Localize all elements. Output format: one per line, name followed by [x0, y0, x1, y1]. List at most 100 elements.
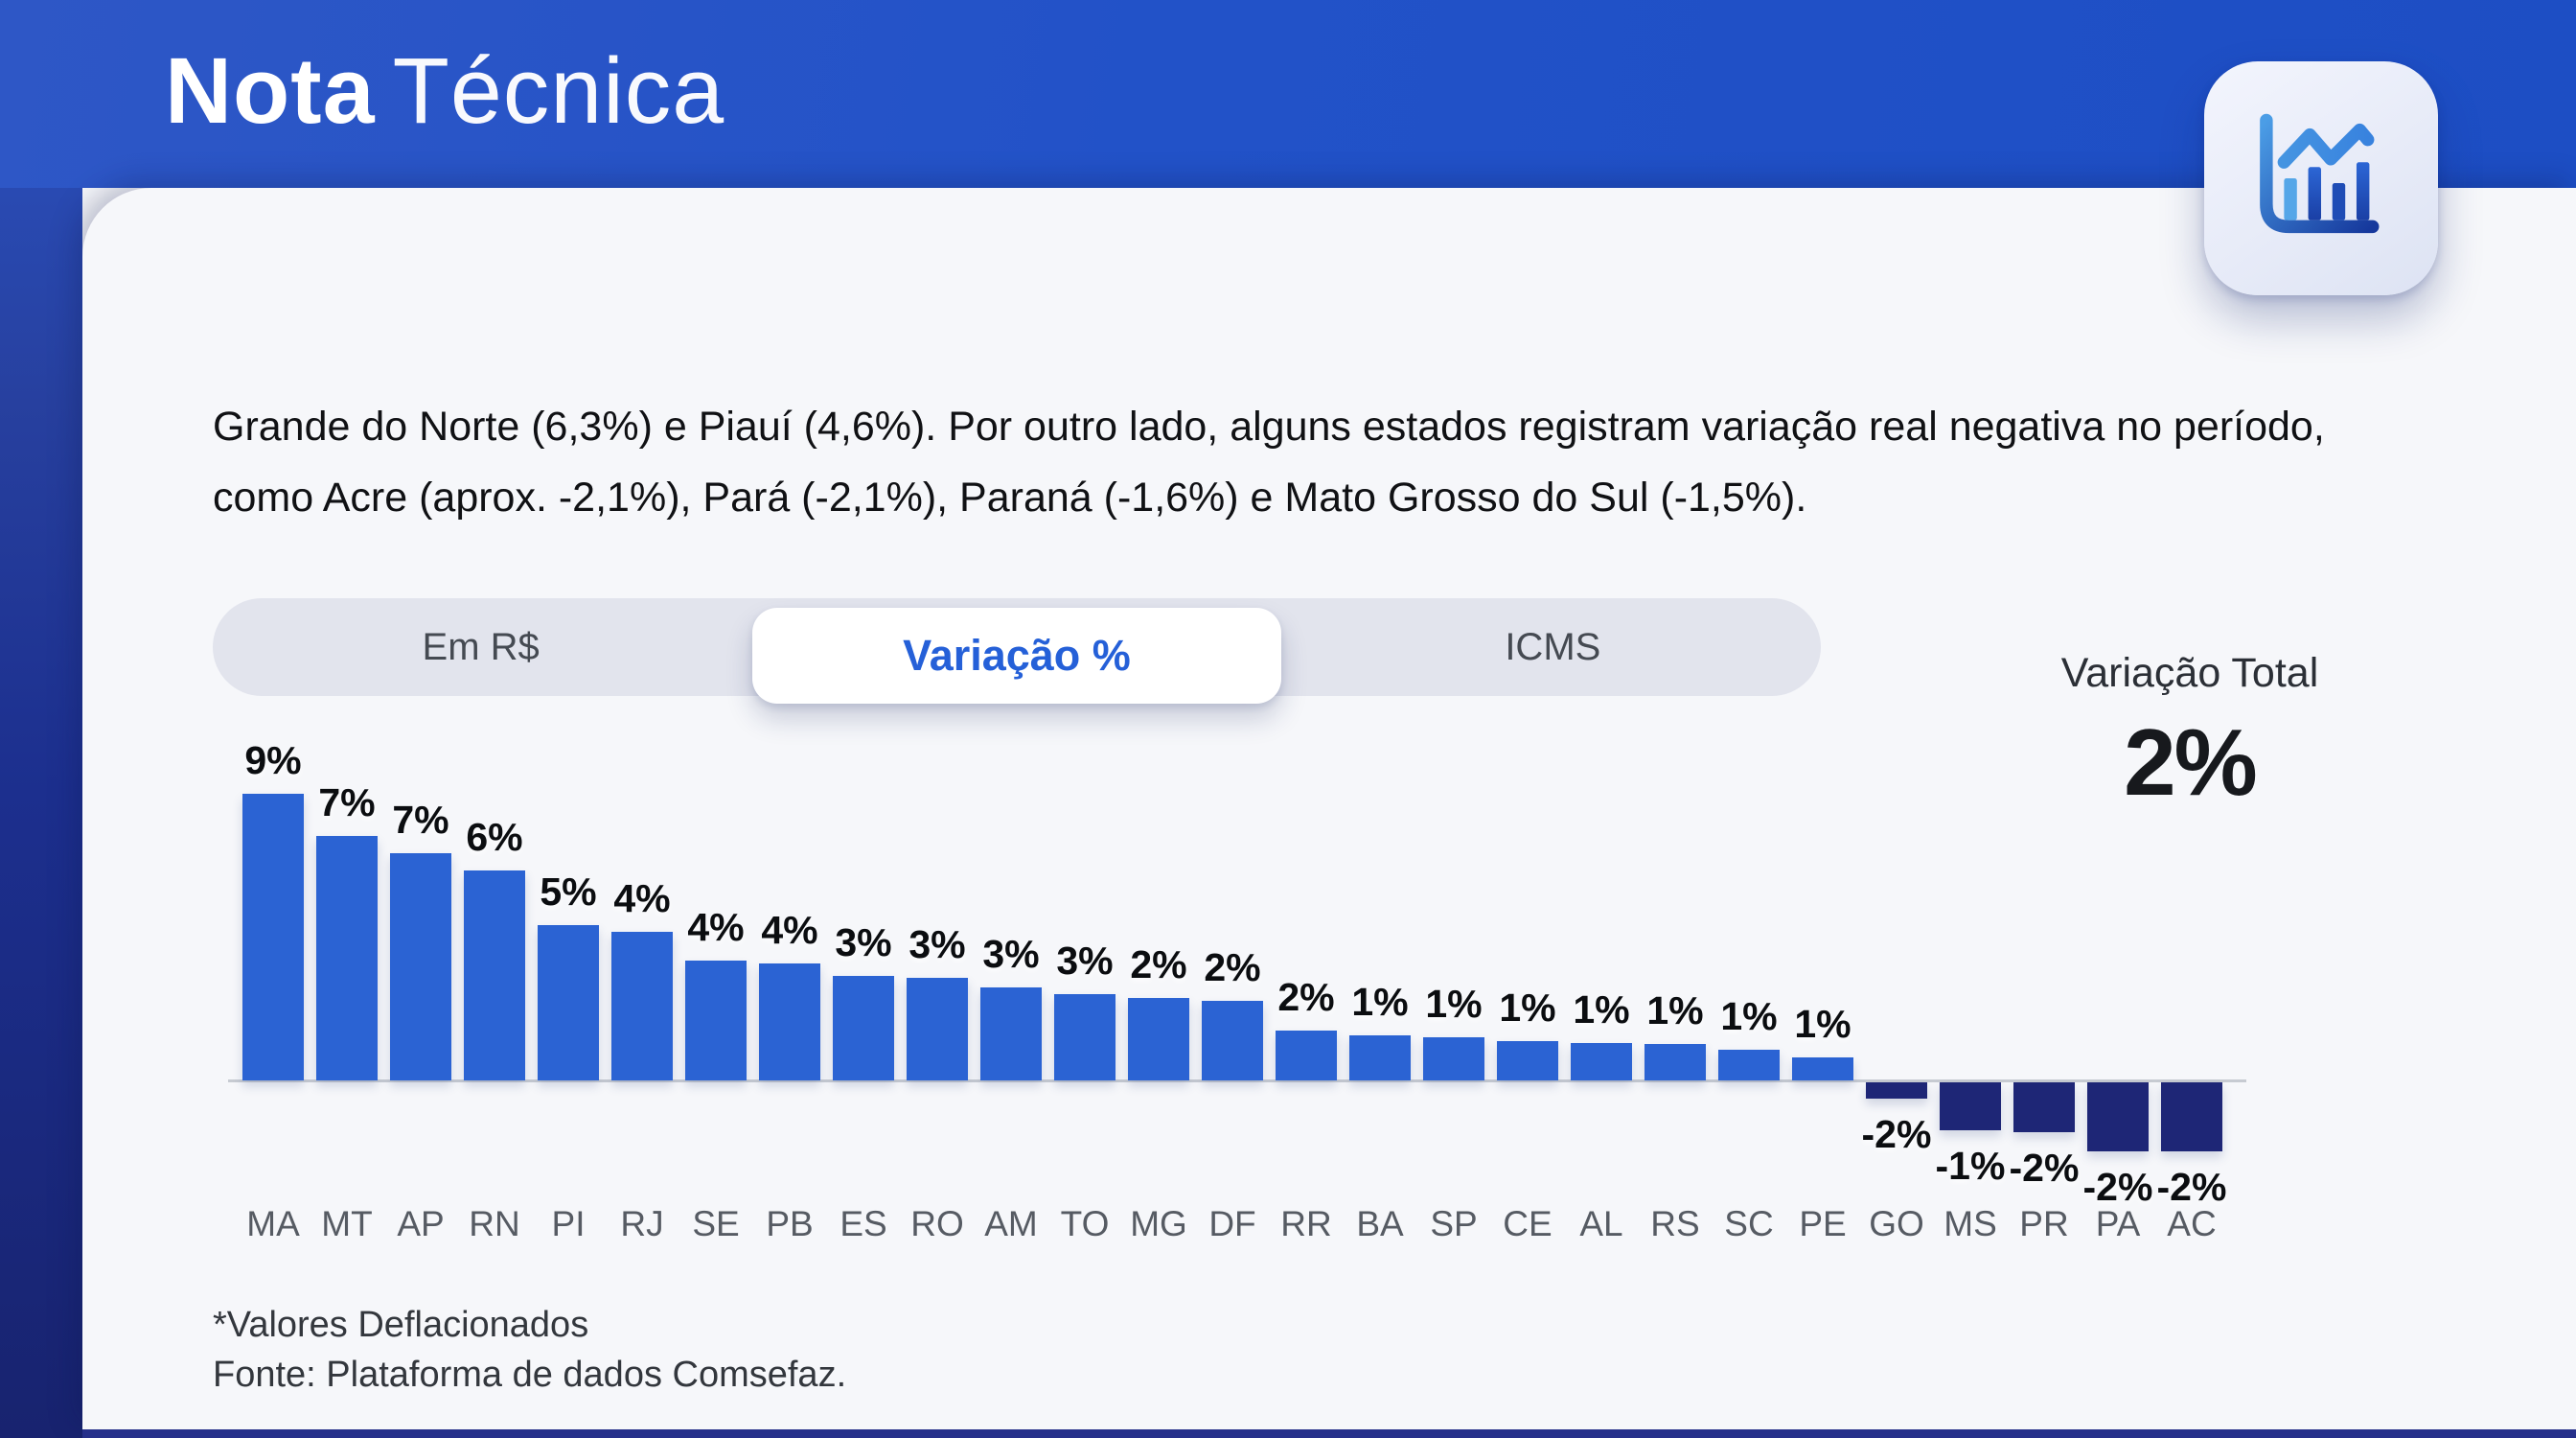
value-label-BA: 1% [1351, 980, 1409, 1024]
category-label-CE: CE [1503, 1204, 1552, 1243]
bar-AM [980, 987, 1042, 1080]
bar-ES [833, 976, 894, 1080]
value-label-RN: 6% [466, 815, 523, 859]
category-label-AP: AP [397, 1204, 445, 1243]
value-label-RR: 2% [1277, 975, 1335, 1019]
bar-PR [2013, 1082, 2075, 1132]
value-label-PB: 4% [761, 908, 818, 952]
bar-SC [1718, 1050, 1780, 1080]
chart-axis-line [228, 1079, 2246, 1082]
footnote-deflated: *Valores Deflacionados [213, 1305, 589, 1345]
bar-AC [2161, 1082, 2222, 1151]
bar-MG [1128, 998, 1189, 1080]
bar-PE [1792, 1057, 1853, 1080]
category-label-SP: SP [1430, 1204, 1478, 1243]
category-label-PB: PB [766, 1204, 814, 1243]
category-label-RS: RS [1650, 1204, 1700, 1243]
bar-MT [316, 836, 378, 1080]
category-label-RN: RN [469, 1204, 520, 1243]
footnotes: *Valores Deflacionados Fonte: Plataforma… [213, 1300, 846, 1400]
value-label-RO: 3% [908, 922, 966, 966]
summary-label: Variação Total [2060, 650, 2319, 696]
value-label-MS: -1% [1935, 1144, 2006, 1188]
intro-paragraph: Grande do Norte (6,3%) e Piauí (4,6%). P… [213, 404, 2325, 521]
category-label-DF: DF [1208, 1204, 1256, 1243]
category-label-SE: SE [692, 1204, 740, 1243]
bar-RN [464, 870, 525, 1080]
category-label-MT: MT [321, 1204, 373, 1243]
value-label-TO: 3% [1056, 939, 1114, 983]
value-label-SC: 1% [1720, 994, 1778, 1038]
value-label-RS: 1% [1646, 988, 1704, 1032]
tab-variacao[interactable]: Variação % [748, 598, 1284, 704]
value-label-SE: 4% [687, 905, 745, 949]
page-title: Nota Técnica [165, 38, 725, 143]
value-label-MG: 2% [1130, 942, 1187, 986]
category-label-PR: PR [2019, 1204, 2069, 1243]
bar-AP [390, 853, 451, 1080]
tab-em-rs[interactable]: Em R$ [213, 598, 748, 696]
category-label-PA: PA [2095, 1204, 2141, 1243]
page-title-secondary: Técnica [392, 38, 725, 143]
value-label-RJ: 4% [613, 876, 671, 920]
bar-line-chart-icon [2260, 113, 2380, 234]
category-label-PI: PI [551, 1204, 586, 1243]
bottom-strip [82, 1429, 2576, 1438]
bar-RO [907, 978, 968, 1080]
active-tab-pill[interactable]: Variação % [752, 608, 1281, 704]
bar-PI [538, 925, 599, 1080]
value-label-PA: -2% [2082, 1165, 2153, 1209]
tab-icms-label: ICMS [1505, 625, 1601, 668]
category-label-AM: AM [984, 1204, 1038, 1243]
value-label-PI: 5% [540, 870, 597, 914]
bar-MS [1940, 1082, 2001, 1130]
tab-icms[interactable]: ICMS [1285, 598, 1821, 696]
value-label-GO: -2% [1861, 1112, 1932, 1156]
bar-RR [1276, 1031, 1337, 1080]
value-label-MT: 7% [318, 780, 376, 824]
page-title-primary: Nota [165, 38, 376, 143]
chart-icon-badge [2204, 61, 2438, 295]
value-label-AP: 7% [392, 798, 449, 842]
category-label-AC: AC [2167, 1204, 2217, 1243]
bar-MA [242, 794, 304, 1080]
bar-SP [1423, 1037, 1484, 1080]
bar-BA [1349, 1035, 1411, 1080]
bar-RJ [611, 932, 673, 1080]
category-label-RO: RO [910, 1204, 964, 1243]
header-band [0, 0, 2576, 188]
left-rail [0, 0, 82, 1438]
value-label-DF: 2% [1204, 945, 1261, 989]
value-label-CE: 1% [1499, 986, 1556, 1030]
category-label-RJ: RJ [620, 1204, 664, 1243]
footnote-source: Fonte: Plataforma de dados Comsefaz. [213, 1355, 847, 1395]
bar-TO [1054, 994, 1116, 1080]
bar-RS [1644, 1044, 1706, 1080]
category-label-TO: TO [1060, 1204, 1110, 1243]
category-label-BA: BA [1356, 1204, 1404, 1243]
value-label-AM: 3% [982, 932, 1040, 976]
value-label-PE: 1% [1794, 1002, 1852, 1046]
bar-DF [1202, 1001, 1263, 1080]
bar-SE [685, 961, 747, 1080]
value-label-AL: 1% [1573, 987, 1630, 1032]
bar-GO [1866, 1082, 1927, 1099]
category-label-MS: MS [1944, 1204, 1997, 1243]
category-label-PE: PE [1799, 1204, 1847, 1243]
category-label-GO: GO [1869, 1204, 1924, 1243]
category-label-MG: MG [1130, 1204, 1187, 1243]
category-label-RR: RR [1280, 1204, 1332, 1243]
category-label-SC: SC [1724, 1204, 1774, 1243]
summary-value: 2% [2124, 709, 2258, 815]
category-label-ES: ES [840, 1204, 887, 1243]
value-label-AC: -2% [2156, 1165, 2227, 1209]
content-card [82, 188, 2576, 1430]
summary-block: Variação Total 2% [2008, 650, 2372, 817]
value-label-MA: 9% [244, 738, 302, 782]
bar-PB [759, 963, 820, 1080]
bar-AL [1571, 1043, 1632, 1080]
tab-variacao-label: Variação % [903, 631, 1131, 680]
tab-em-rs-label: Em R$ [422, 625, 540, 668]
tab-switcher: Em R$ Variação % ICMS [213, 598, 1821, 704]
